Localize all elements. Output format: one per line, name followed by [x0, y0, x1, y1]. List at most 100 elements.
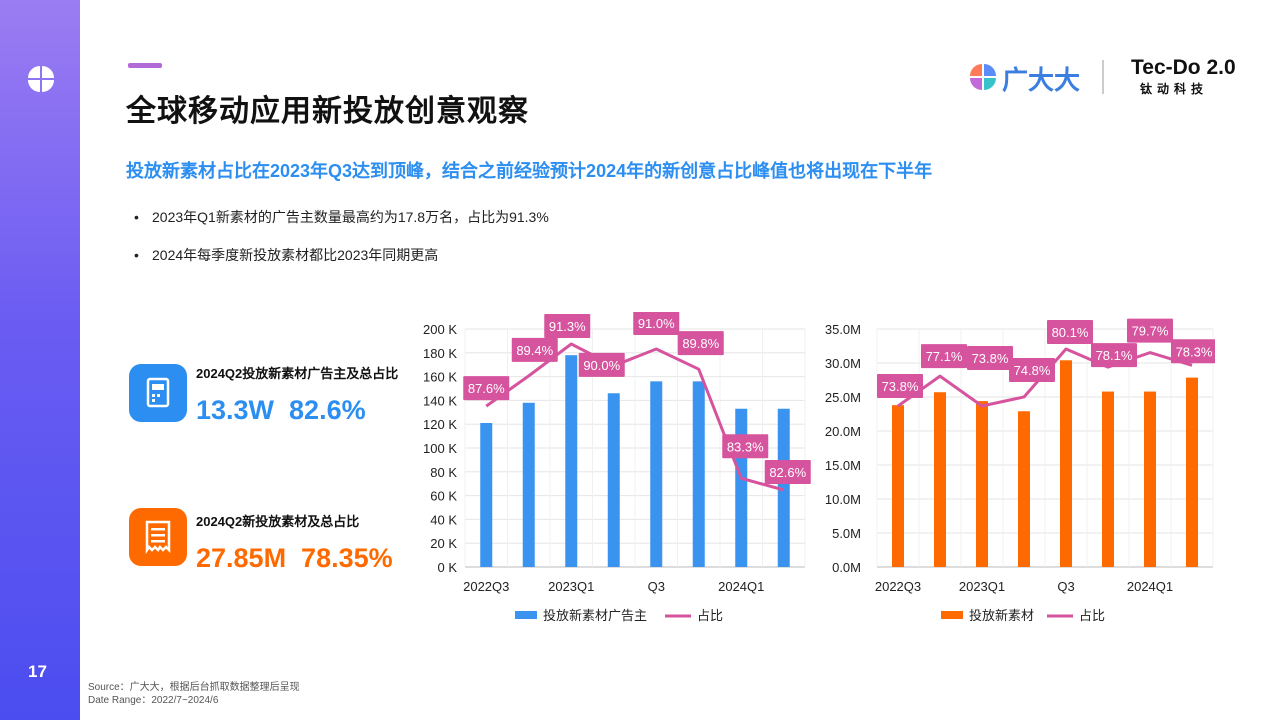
ratio-label: 78.3%: [1176, 344, 1213, 359]
bullet-text: 2024年每季度新投放素材都比2023年同期更高: [152, 247, 439, 263]
y-tick-label: 100 K: [423, 441, 457, 456]
creatives-chart: 0.0M 5.0M 10.0M 15.0M 20.0M 25.0M 30.0M 35.0M 20…: [825, 318, 1215, 623]
ratio-line: [485, 342, 785, 492]
ratio-label: 80.1%: [1052, 325, 1089, 340]
kpi-creatives-label: 2024Q2新投放素材及总占比: [196, 514, 360, 529]
ratio-label-box: [544, 314, 591, 338]
ratio-label: 83.3%: [727, 439, 764, 454]
bullet-text: 2023年Q1新素材的广告主数量最高约为17.8万名，占比为91.3%: [152, 209, 549, 225]
legend-line-label: 占比: [697, 608, 723, 623]
bar: [892, 405, 904, 567]
title-accent-bar: [128, 63, 162, 68]
ratio-label: 79.7%: [1132, 324, 1169, 339]
document-icon: [129, 364, 187, 422]
bar: [1018, 411, 1030, 567]
y-tick-label: 20 K: [430, 536, 457, 551]
source-note: Source：广大大，根据后台抓取数据整理后呈现 Date Range：2022…: [88, 681, 300, 707]
bar: [607, 393, 620, 567]
ratio-label-box: [463, 376, 510, 401]
page-title: 全球移动应用新投放创意观察: [126, 95, 529, 128]
tecdo-logo: Tec-Do 2.0: [1131, 56, 1236, 79]
ratio-label-box: [1047, 320, 1093, 344]
ratio-label-box: [722, 434, 769, 459]
y-tick-label: 15.0M: [825, 458, 861, 473]
ratio-label: 89.8%: [682, 336, 719, 351]
y-tick-label: 25.0M: [825, 390, 861, 405]
bar: [650, 381, 663, 567]
ratio-label-box: [578, 352, 625, 377]
bullet-dot: •: [134, 247, 139, 263]
receipt-icon: [129, 508, 187, 566]
kpi-creatives-value: 27.85M 78.35%: [196, 543, 393, 573]
ratio-label: 74.8%: [1014, 363, 1051, 378]
ratio-label: 73.8%: [972, 351, 1009, 366]
bar: [1060, 360, 1072, 567]
bar: [692, 381, 705, 567]
y-tick-label: 140 K: [423, 393, 457, 408]
ratio-label-box: [511, 337, 558, 362]
bar: [735, 408, 748, 567]
y-tick-label: 60 K: [430, 489, 457, 504]
bullet-item: • 2023年Q1新素材的广告主数量最高约为17.8万名，占比为91.3%: [134, 207, 549, 227]
ratio-label-box: [921, 344, 967, 369]
y-tick-label: 120 K: [423, 417, 457, 432]
bullet-item: • 2024年每季度新投放素材都比2023年同期更高: [134, 245, 549, 265]
bar: [1102, 391, 1114, 567]
legend-bar-label: 投放新素材: [969, 608, 1034, 623]
bar: [934, 392, 946, 567]
bar: [976, 401, 988, 567]
legend-line-label: 占比: [1079, 608, 1105, 623]
kpi-advertisers-value: 13.3W 82.6%: [196, 395, 366, 425]
sidebar: 17: [0, 0, 80, 720]
x-tick-label: 2024Q1: [1127, 579, 1173, 594]
legend-bar-label: 投放新素材广告主: [543, 608, 647, 623]
ratio-label-box: [633, 312, 680, 336]
brand-separator: [1102, 60, 1104, 94]
ratio-label-box: [1171, 339, 1215, 364]
x-tick-label: Q3: [648, 579, 665, 594]
bullet-dot: •: [134, 209, 139, 225]
y-tick-label: 10.0M: [825, 492, 861, 507]
ratio-label: 73.8%: [882, 379, 919, 394]
x-tick-label: Q3: [1057, 579, 1074, 594]
bar: [1144, 391, 1156, 567]
brand-name: 广大大: [1002, 65, 1081, 95]
bar: [1186, 377, 1198, 567]
ratio-label: 87.6%: [468, 381, 505, 396]
advertisers-chart: 0 K 20 K 40 K 60 K 80 K 100 K 120 K 140 K 160 K 1…: [423, 312, 811, 623]
x-tick-label: 2024Q1: [718, 579, 764, 594]
ratio-label-box: [764, 460, 811, 484]
y-tick-label: 200 K: [423, 322, 457, 337]
bar: [522, 402, 535, 567]
ratio-label: 91.3%: [549, 319, 586, 334]
y-tick-label: 30.0M: [825, 356, 861, 371]
ratio-label-box: [967, 346, 1013, 370]
date-range-line: Date Range：2022/7~2024/6: [88, 695, 219, 706]
y-tick-label: 0.0M: [832, 560, 861, 575]
source-line: Source：广大大，根据后台抓取数据整理后呈现: [88, 682, 300, 693]
legend-bar-swatch: [941, 611, 963, 619]
page-subtitle: 投放新素材占比在2023年Q3达到顶峰，结合之前经验预计2024年的新创意占比峰…: [126, 161, 933, 181]
bar: [565, 355, 578, 567]
ratio-label: 91.0%: [638, 316, 675, 331]
y-tick-label: 35.0M: [825, 322, 861, 337]
x-tick-label: 2023Q1: [959, 579, 1005, 594]
page-number: 17: [28, 662, 47, 681]
x-tick-label: 2022Q3: [875, 579, 921, 594]
y-tick-label: 80 K: [430, 465, 457, 480]
ratio-label-box: [1091, 343, 1137, 368]
y-tick-label: 160 K: [423, 370, 457, 385]
tecdo-subtitle: 钛动科技: [1140, 82, 1209, 96]
ratio-label: 82.6%: [769, 465, 806, 480]
y-tick-label: 40 K: [430, 512, 457, 527]
x-tick-label: 2022Q3: [463, 579, 509, 594]
guangdada-logo-icon: [970, 64, 996, 90]
y-tick-label: 20.0M: [825, 424, 861, 439]
ratio-label-box: [677, 331, 724, 356]
y-tick-label: 0 K: [437, 560, 457, 575]
kpi-advertisers-label: 2024Q2投放新素材广告主及总占比: [196, 366, 399, 381]
x-tick-label: 2023Q1: [548, 579, 594, 594]
y-tick-label: 180 K: [423, 346, 457, 361]
ratio-label: 78.1%: [1096, 348, 1133, 363]
ratio-label: 89.4%: [516, 343, 553, 358]
